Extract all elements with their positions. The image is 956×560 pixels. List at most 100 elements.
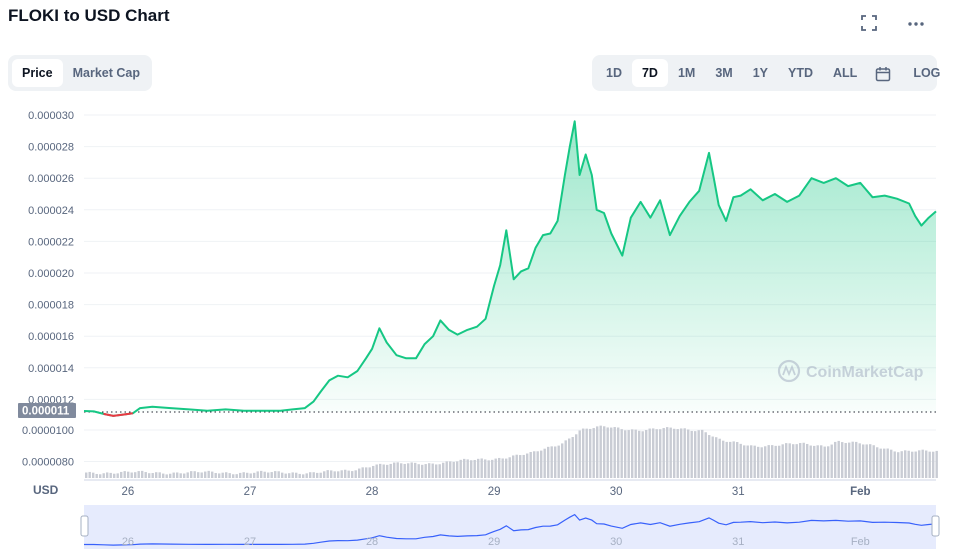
volume-bar [249,473,252,478]
volume-bar [165,474,168,478]
volume-bar [253,472,256,478]
volume-bar [634,429,637,478]
volume-bar [694,431,697,478]
price-area-fill [84,121,936,416]
watermark-text: CoinMarketCap [806,364,924,381]
volume-bar [277,471,280,478]
volume-bar [610,427,613,478]
volume-bar [435,464,438,478]
volume-bar [295,472,298,478]
volume-bar [582,428,585,478]
volume-bar [106,472,109,478]
range-ytd[interactable]: YTD [788,66,814,80]
current-price-label: 0.000011 [22,406,70,418]
volume-bar [781,444,784,478]
volume-bar [431,463,434,478]
volume-bar [886,448,889,478]
y-tick-label: 0.000018 [28,300,74,312]
volume-bar [123,471,126,478]
volume-bar [120,471,123,478]
volume-bar [543,448,546,478]
log-scale-toggle[interactable]: LOG [913,66,941,80]
volume-bar [536,451,539,478]
navigator-tick-label: Feb [851,536,870,548]
volume-bar [519,455,522,478]
volume-bar [358,468,361,478]
volume-bar [655,429,658,478]
volume-bar [624,430,627,478]
range-all[interactable]: ALL [833,66,858,80]
volume-bar [102,473,105,478]
volume-bar [662,428,665,478]
volume-bar [270,472,273,478]
volume-bar [403,463,406,478]
volume-bar [820,445,823,478]
volume-bar [414,462,417,478]
volume-bar [372,465,375,478]
volume-bar [144,472,147,478]
y-tick-label: 0.000028 [28,142,74,154]
volume-bar [578,430,581,478]
volume-bar [158,472,161,478]
volume-bar [176,472,179,478]
volume-bar [116,473,119,478]
volume-bar [197,472,200,478]
volume-bar [190,471,193,478]
volume-bar [725,441,728,478]
range-3m[interactable]: 3M [715,66,733,80]
volume-bar [186,472,189,478]
volume-bar [498,457,501,478]
volume-bar [183,473,186,478]
volume-bar [564,440,567,478]
volume-bar [515,454,518,478]
range-1y[interactable]: 1Y [752,66,769,80]
volume-bar [155,472,158,478]
y-tick-label: 0.000024 [28,205,74,217]
volume-bar [382,464,385,478]
volume-bar [904,450,907,478]
volume-bar [130,472,133,478]
volume-bar [690,430,693,478]
volume-bar [162,473,165,478]
expand-icon[interactable] [859,14,879,34]
volume-bars [85,425,938,478]
volume-bar [505,458,508,478]
volume-bar [732,441,735,478]
range-1m[interactable]: 1M [677,66,696,80]
volume-bar [109,472,112,478]
calendar-icon[interactable] [867,59,899,87]
x-tick-label: 29 [488,486,501,498]
y-axis-ticks: 0.000030 0.000028 0.000026 0.000024 0.000022… [22,110,74,469]
volume-bar [792,444,795,478]
y-tick-label: 0.0000100 [22,425,74,437]
volume-bar [95,473,98,478]
tab-price[interactable]: Price [12,59,63,87]
y-tick-label: 0.000022 [28,236,74,248]
volume-bar [648,428,651,478]
y-tick-label: 0.000014 [28,363,74,375]
more-horizontal-icon[interactable] [906,14,926,34]
volume-bar [557,445,560,478]
volume-bar [606,427,609,478]
volume-bar [148,473,151,478]
volume-bar [767,445,770,478]
volume-bar [571,437,574,478]
volume-bar [445,461,448,478]
navigator-tick-label: 27 [244,536,256,548]
grid-lines [84,114,936,462]
volume-bar [141,470,144,478]
volume-bar [760,447,763,478]
range-1d[interactable]: 1D [606,66,622,80]
x-tick-label: 30 [610,486,623,498]
volume-bar [274,471,277,478]
volume-bar [764,446,767,478]
volume-bar [361,467,364,478]
volume-bar [613,427,616,478]
tab-market-cap[interactable]: Market Cap [72,66,140,80]
volume-bar [806,443,809,478]
range-7d[interactable]: 7D [631,59,668,87]
volume-bar [211,471,214,478]
volume-bar [169,473,172,478]
volume-bar [659,429,662,478]
volume-bar [561,443,564,478]
